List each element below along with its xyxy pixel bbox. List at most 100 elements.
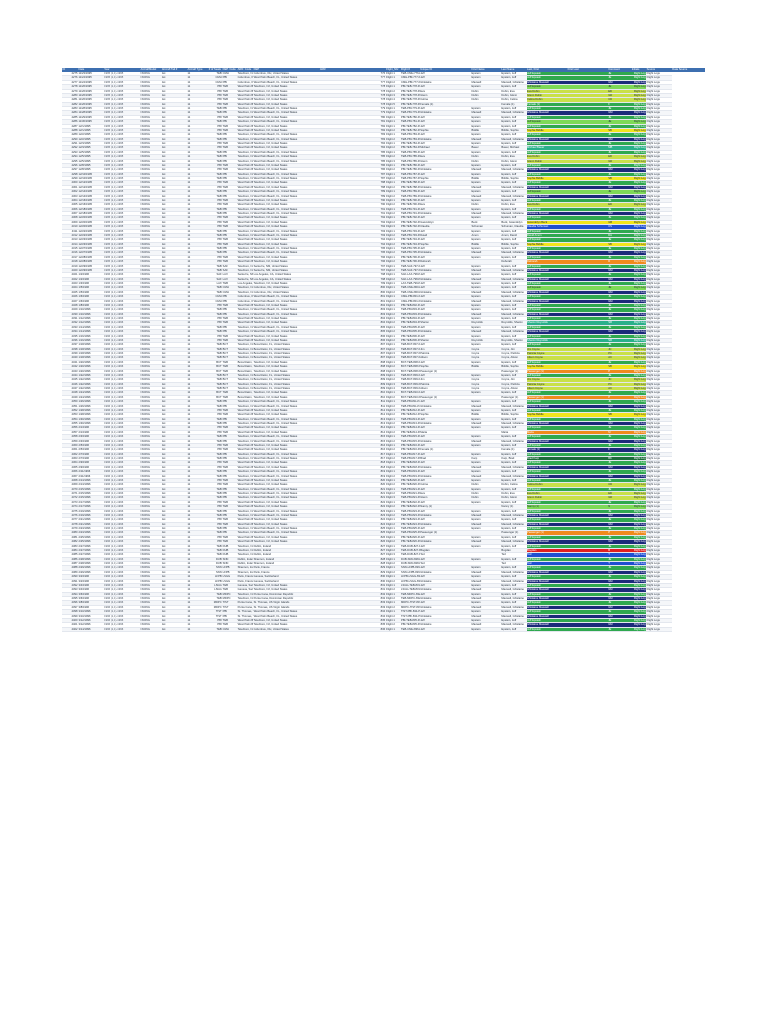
column-header[interactable]: Last, First — [526, 68, 568, 72]
table-row[interactable]: 4325 1/5/1996 1996 (1,1)-1996 N908JE Jet 11 TE… — [62, 290, 705, 296]
table-row[interactable]: 4363 2/7/1996 1996 (1,1)-1996 N908JE Jet 11 TE… — [62, 456, 705, 462]
table-row[interactable]: 4330 1/10/1996 1996 (1,1)-1996 N908JE Jet 11 T… — [62, 312, 705, 318]
table-row[interactable]: 4397 3/8/1996 1996 (1,1)-1996 N908JE Jet 11 MD… — [62, 605, 705, 611]
table-row[interactable]: 4310 12/20/1995 1995 (1,1)-1995 N908JE Jet 11… — [62, 224, 705, 230]
table-row[interactable]: 4301 12/12/1995 1995 (1,1)-1995 N908JE Jet 11… — [62, 185, 705, 191]
table-row[interactable]: 4294 12/5/1995 1995 (1,1)-1995 N908JE Jet 11 T… — [62, 154, 705, 160]
table-row[interactable]: 4319 12/29/1995 1995 (1,1)-1995 N908JE Jet 11… — [62, 264, 705, 269]
table-row[interactable]: 4322 1/2/1996 1996 (1,1)-1996 N908JE Jet 11 SA… — [62, 277, 705, 283]
table-row[interactable]: 4336 1/16/1996 1996 (1,1)-1996 N908JE Jet 11 P… — [62, 338, 705, 344]
table-row[interactable]: 4307 12/18/1995 1995 (1,1)-1995 N908JE Jet 11… — [62, 211, 705, 217]
table-row[interactable]: 4328 1/8/1996 1996 (1,1)-1996 N908JE Jet 11 PB… — [62, 303, 705, 309]
column-header[interactable]: Unique ID — [419, 68, 472, 72]
table-row[interactable]: 4283 11/28/1995 1995 (1,1)-1995 N908JE Jet 11… — [62, 106, 705, 112]
table-row[interactable]: 4382 2/25/1996 1996 (1,1)-1996 N908JE Jet 11 P… — [62, 539, 705, 545]
table-row[interactable]: 4361 2/5/1996 1996 (1,1)-1996 N908JE Jet 11 PB… — [62, 447, 705, 453]
table-row[interactable]: 4389 2/29/1996 1996 (1,1)-1996 N908JE Jet 11 S… — [62, 570, 705, 576]
table-row[interactable]: 4353 1/28/1996 1996 (1,1)-1996 N908JE Jet 11 P… — [62, 412, 705, 418]
table-row[interactable]: 4276 11/24/1995 1995 (1,1)-1995 N908JE Jet 11… — [62, 75, 705, 81]
table-row[interactable]: 4332 1/12/1996 1996 (1,1)-1996 N908JE Jet 11 P… — [62, 320, 705, 326]
table-row[interactable]: 4370 2/15/1996 1996 (1,1)-1996 N908JE Jet 11 T… — [62, 487, 705, 493]
table-row[interactable]: 4386 2/28/1996 1996 (1,1)-1996 N908JE Jet 11 D… — [62, 557, 705, 563]
table-row[interactable]: 4303 12/14/1995 1995 (1,1)-1995 N908JE Jet 11… — [62, 194, 705, 199]
table-row[interactable]: 4316 12/27/1995 1995 (1,1)-1995 N908JE Jet 11… — [62, 250, 705, 256]
table-row[interactable]: 4342 1/20/1996 1996 (1,1)-1996 N908JE Jet 11 B… — [62, 364, 705, 370]
table-row[interactable]: 4393 3/4/1996 1996 (1,1)-1996 N908JE Jet 11 LS… — [62, 587, 705, 593]
table-row[interactable]: 4298 12/10/1995 1995 (1,1)-1995 N908JE Jet 11… — [62, 172, 705, 178]
table-row[interactable]: 4281 11/26/1995 1995 (1,1)-1995 N908JE Jet 11… — [62, 97, 705, 103]
table-row[interactable]: 4300 12/12/1995 1995 (1,1)-1995 N908JE Jet 11… — [62, 180, 705, 186]
table-row[interactable]: 4387 2/28/1996 1996 (1,1)-1996 N908JE Jet 11 D… — [62, 561, 705, 567]
column-header[interactable]: Year — [103, 68, 140, 72]
column-header[interactable]: Aircraft Tail # — [161, 68, 187, 72]
table-row[interactable]: 4329 1/10/1996 1996 (1,1)-1996 N908JE Jet 11 T… — [62, 307, 705, 313]
column-header[interactable]: First Last — [567, 68, 608, 72]
table-row[interactable]: 4299 12/10/1995 1995 (1,1)-1995 N908JE Jet 11… — [62, 176, 705, 182]
column-header[interactable]: Source — [646, 68, 672, 72]
column-header[interactable]: ID — [62, 68, 79, 72]
table-row[interactable]: 4372 2/15/1996 1996 (1,1)-1996 N908JE Jet 11 T… — [62, 495, 705, 501]
table-row[interactable]: 4369 2/13/1996 1996 (1,1)-1996 N908JE Jet 11 P… — [62, 482, 705, 488]
table-row[interactable]: 4326 1/6/1996 1996 (1,1)-1996 N908JE Jet 11 CM… — [62, 294, 705, 300]
table-row[interactable]: 4385 2/27/1996 1996 (1,1)-1996 N908JE Jet 11 T… — [62, 552, 705, 558]
table-row[interactable]: 4391 3/2/1996 1996 (1,1)-1996 N908JE Jet 11 LF… — [62, 579, 705, 584]
table-row[interactable]: 4399 3/10/1996 1996 (1,1)-1996 N908JE Jet 11 T… — [62, 614, 705, 619]
table-row[interactable]: 4383 2/27/1996 1996 (1,1)-1996 N908JE Jet 11 T… — [62, 544, 705, 549]
table-row[interactable]: 4324 1/5/1996 1996 (1,1)-1996 N908JE Jet 11 TE… — [62, 285, 705, 291]
table-row[interactable]: 4277 11/24/1995 1995 (1,1)-1995 N908JE Jet 11… — [62, 80, 705, 86]
table-row[interactable]: 4338 1/18/1996 1996 (1,1)-1996 N908JE Jet 11 T… — [62, 347, 705, 353]
table-row[interactable]: 4378 2/21/1996 1996 (1,1)-1996 N908JE Jet 11 P… — [62, 522, 705, 528]
column-header[interactable]: First Name — [471, 68, 501, 72]
table-row[interactable]: 4282 11/26/1995 1995 (1,1)-1995 N908JE Jet 11… — [62, 102, 705, 108]
table-row[interactable]: 4347 1/22/1996 1996 (1,1)-1996 N908JE Jet 11 T… — [62, 386, 705, 392]
table-row[interactable]: 4398 3/10/1996 1996 (1,1)-1996 N908JE Jet 11 T… — [62, 609, 705, 615]
column-header[interactable]: DEP. Code — [222, 68, 238, 72]
table-row[interactable]: 4362 2/7/1996 1996 (1,1)-1996 N908JE Jet 11 TE… — [62, 452, 705, 458]
table-row[interactable]: 4355 1/30/1996 1996 (1,1)-1996 N908JE Jet 11 T… — [62, 421, 705, 427]
table-row[interactable]: 4390 3/2/1996 1996 (1,1)-1996 N908JE Jet 11 LF… — [62, 574, 705, 580]
table-row[interactable]: 4356 2/1/1996 1996 (1,1)-1996 N908JE Jet 11 PB… — [62, 425, 705, 431]
table-row[interactable]: 4335 1/16/1996 1996 (1,1)-1996 N908JE Jet 11 P… — [62, 334, 705, 339]
table-row[interactable]: 4375 2/19/1996 1996 (1,1)-1996 N908JE Jet 11 T… — [62, 509, 705, 514]
table-row[interactable]: 4377 2/21/1996 1996 (1,1)-1996 N908JE Jet 11 P… — [62, 517, 705, 523]
table-row[interactable]: 4333 1/14/1996 1996 (1,1)-1996 N908JE Jet 11 T… — [62, 325, 705, 331]
column-header[interactable]: Initials — [631, 68, 647, 72]
table-row[interactable]: 4348 1/24/1996 1996 (1,1)-1996 N908JE Jet 11 B… — [62, 390, 705, 396]
table-row[interactable]: 4339 1/18/1996 1996 (1,1)-1996 N908JE Jet 11 T… — [62, 351, 705, 357]
column-header[interactable]: Last Name — [500, 68, 527, 72]
table-row[interactable]: 4368 2/13/1996 1996 (1,1)-1996 N908JE Jet 11 P… — [62, 478, 705, 484]
column-header[interactable]: # of Seats — [208, 68, 223, 72]
table-row[interactable]: 4331 1/12/1996 1996 (1,1)-1996 N908JE Jet 11 P… — [62, 316, 705, 322]
table-row[interactable]: 4352 1/28/1996 1996 (1,1)-1996 N908JE Jet 11 P… — [62, 408, 705, 414]
column-header[interactable]: ARR. Code — [237, 68, 254, 72]
table-row[interactable]: 4388 2/29/1996 1996 (1,1)-1996 N908JE Jet 11 S… — [62, 565, 705, 571]
table-row[interactable]: 4345 1/22/1996 1996 (1,1)-1996 N908JE Jet 11 T… — [62, 377, 705, 383]
table-row[interactable]: 4289 12/2/1995 1995 (1,1)-1995 N908JE Jet 11 T… — [62, 132, 705, 138]
table-row[interactable]: 4321 1/2/1996 1996 (1,1)-1996 N908JE Jet 11 SA… — [62, 272, 705, 278]
table-row[interactable]: 4374 2/17/1996 1996 (1,1)-1996 N908JE Jet 11 P… — [62, 504, 705, 510]
table-row[interactable]: 4286 11/30/1995 1995 (1,1)-1995 N908JE Jet 11… — [62, 119, 705, 125]
column-header[interactable]: Aircraft Type — [186, 68, 209, 72]
table-row[interactable]: 4366 2/11/1996 1996 (1,1)-1996 N908JE Jet 11 T… — [62, 469, 705, 475]
table-row[interactable]: 4392 3/4/1996 1996 (1,1)-1996 N908JE Jet 11 LS… — [62, 583, 705, 589]
column-header[interactable]: Flight # — [400, 68, 420, 72]
table-row[interactable]: 4311 12/22/1995 1995 (1,1)-1995 N908JE Jet 11… — [62, 229, 705, 234]
table-row[interactable]: 4317 12/28/1995 1995 (1,1)-1995 N908JE Jet 11… — [62, 255, 705, 261]
table-row[interactable]: 4402 3/14/1996 1996 (1,1)-1996 N908JE Jet 11 T… — [62, 627, 705, 633]
table-row[interactable]: 4384 2/27/1996 1996 (1,1)-1996 N908JE Jet 11 T… — [62, 548, 705, 554]
table-row[interactable]: 4302 12/14/1995 1995 (1,1)-1995 N908JE Jet 11… — [62, 189, 705, 195]
table-row[interactable]: 4380 2/23/1996 1996 (1,1)-1996 N908JE Jet 11 T… — [62, 530, 705, 536]
table-row[interactable]: 4278 11/26/1995 1995 (1,1)-1995 N908JE Jet 11… — [62, 84, 705, 90]
column-header[interactable]: Flight_Nbr — [385, 68, 401, 72]
table-row[interactable]: 4280 11/26/1995 1995 (1,1)-1995 N908JE Jet 11… — [62, 93, 705, 99]
table-row[interactable]: 4275 11/23/1995 1995 (1,1)-1995 N908JE Jet 11… — [62, 72, 705, 77]
table-row[interactable]: 4293 12/5/1995 1995 (1,1)-1995 N908JE Jet 11 T… — [62, 150, 705, 156]
table-row[interactable]: 4373 2/17/1996 1996 (1,1)-1996 N908JE Jet 11 P… — [62, 500, 705, 506]
table-row[interactable]: 4285 11/29/1995 1995 (1,1)-1995 N908JE Jet 11… — [62, 115, 705, 121]
table-row[interactable]: 4364 2/9/1996 1996 (1,1)-1996 N908JE Jet 11 PB… — [62, 460, 705, 466]
column-header[interactable]: Comment — [607, 68, 632, 72]
table-row[interactable]: 4341 1/20/1996 1996 (1,1)-1996 N908JE Jet 11 B… — [62, 360, 705, 366]
column-header[interactable]: Date — [78, 68, 104, 72]
table-row[interactable]: 4312 12/22/1995 1995 (1,1)-1995 N908JE Jet 11… — [62, 233, 705, 239]
table-row[interactable]: 4350 1/26/1996 1996 (1,1)-1996 N908JE Jet 11 T… — [62, 399, 705, 405]
